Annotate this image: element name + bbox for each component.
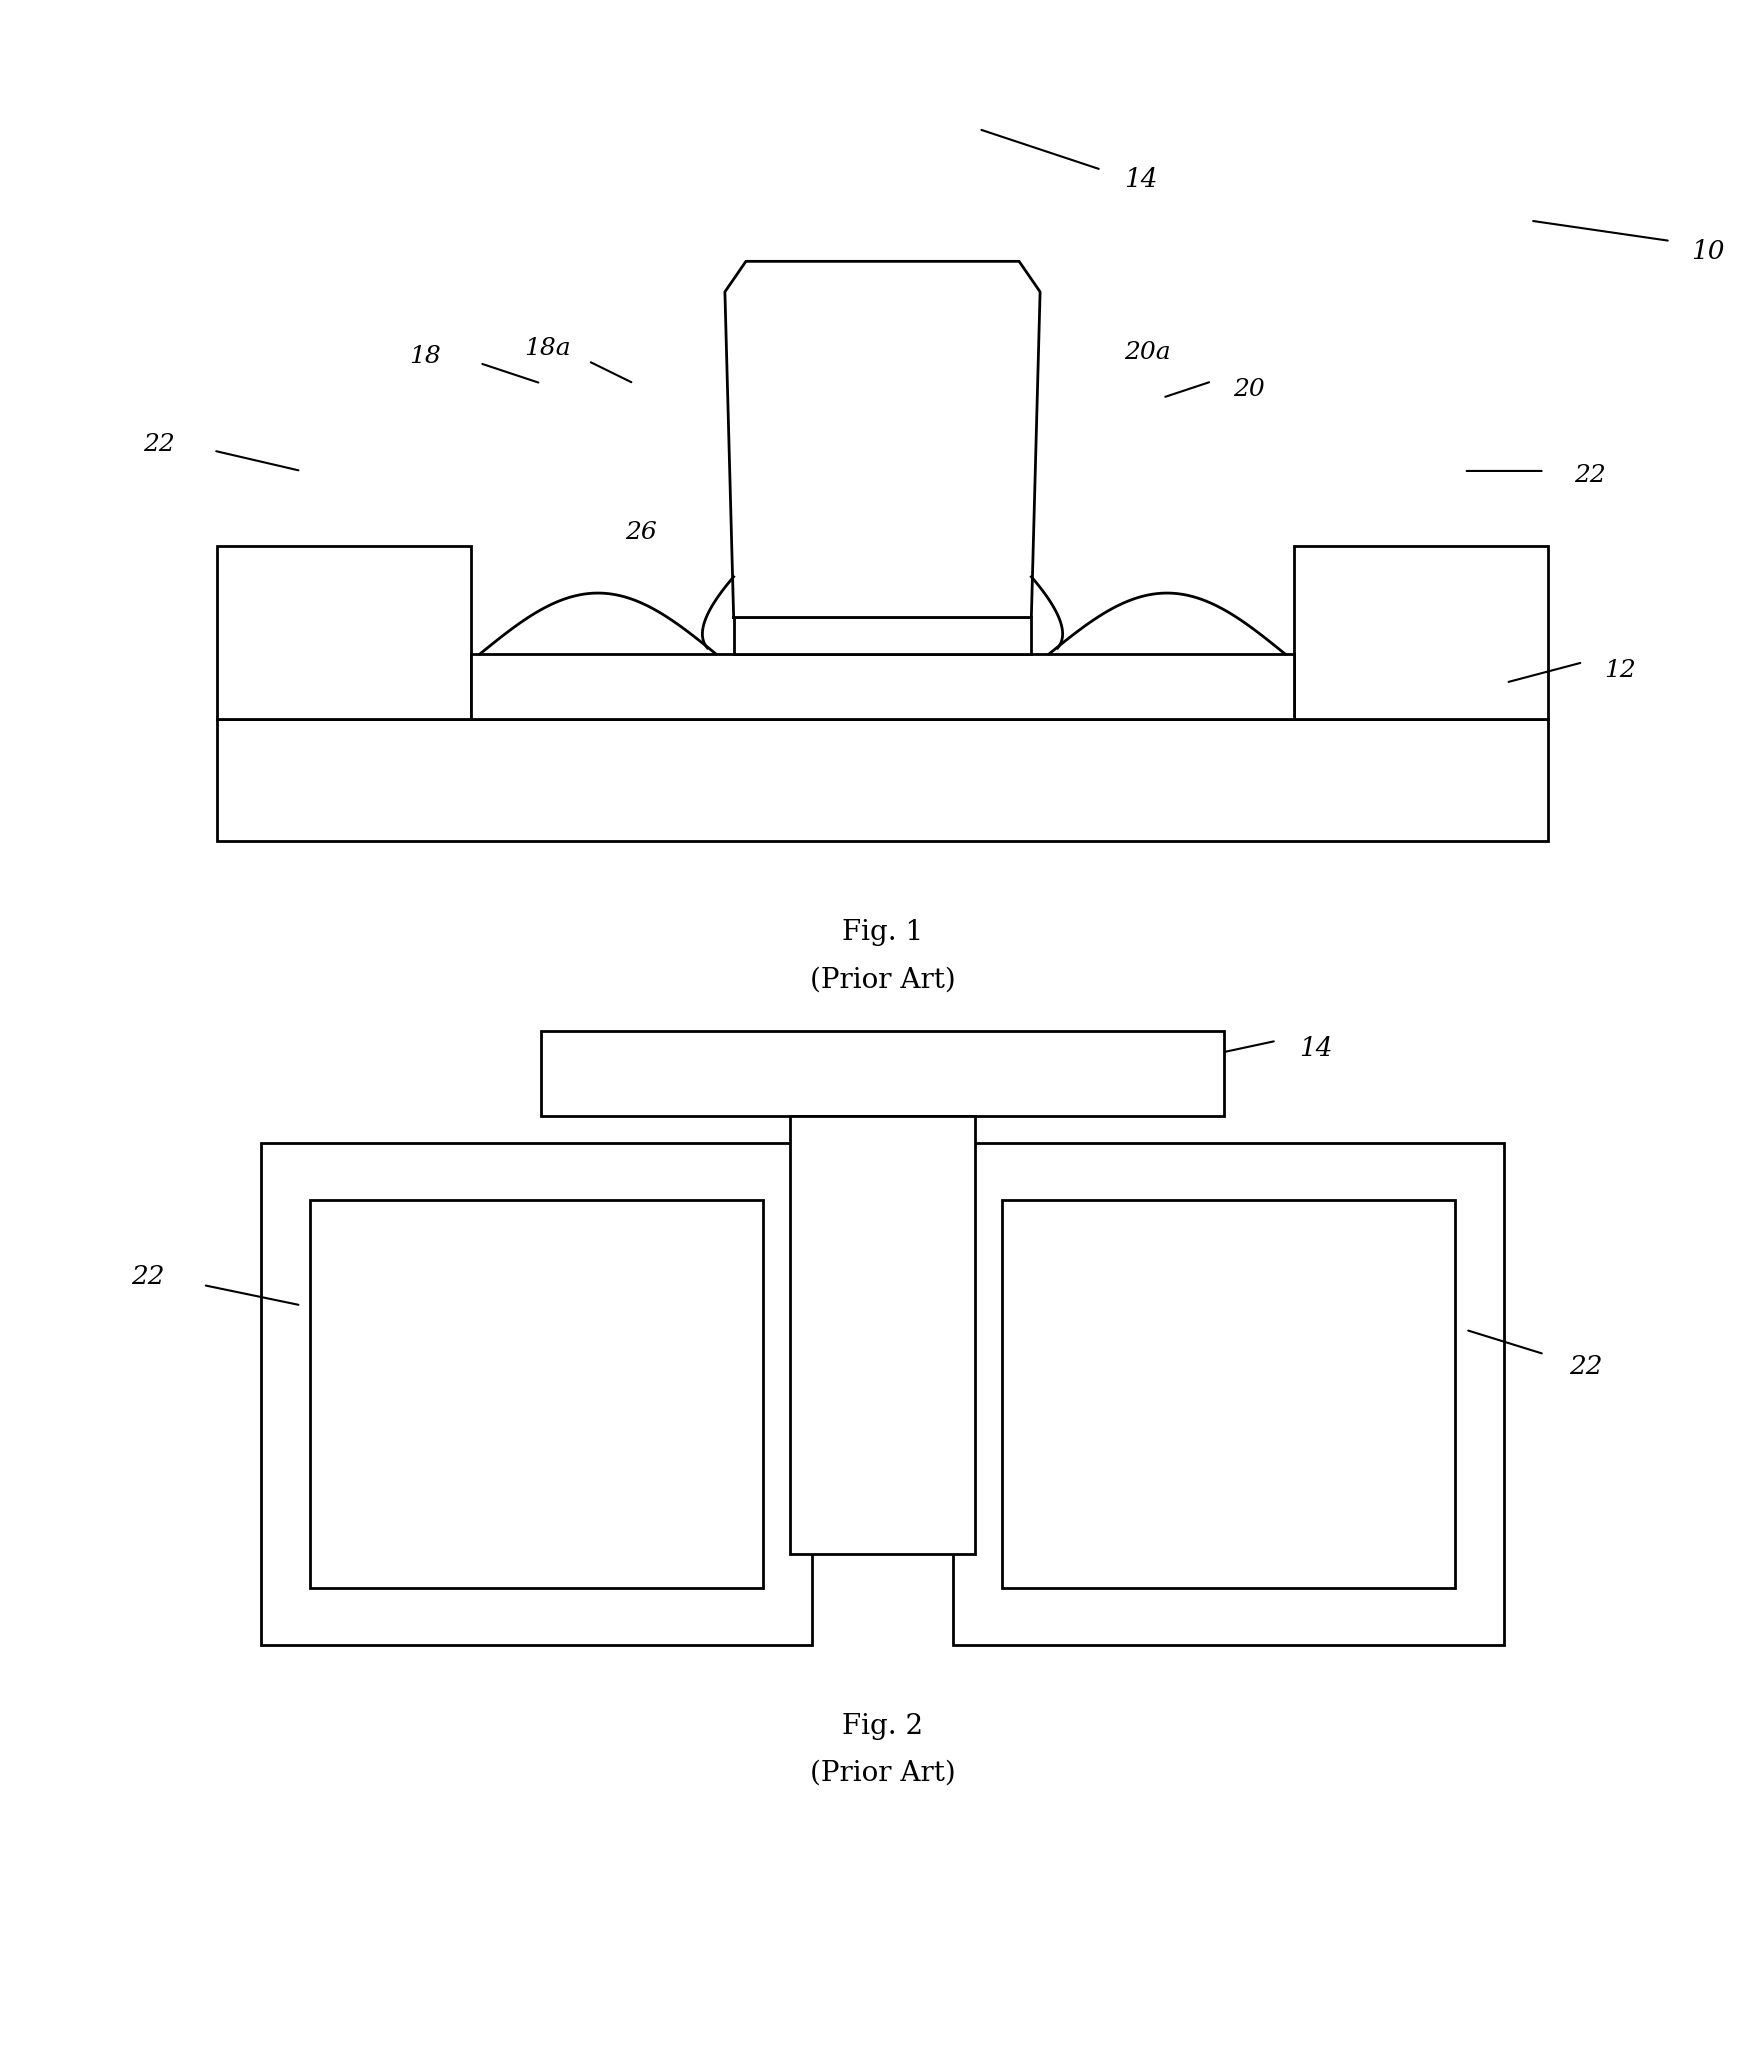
Bar — [953, 1143, 1503, 1645]
Text: 18a: 18a — [524, 338, 570, 361]
Text: Fig. 2: Fig. 2 — [841, 1713, 923, 1740]
Bar — [1000, 1199, 1454, 1588]
Text: 14: 14 — [1298, 1037, 1332, 1061]
Text: └ 24: └ 24 — [847, 553, 901, 576]
Text: 26: 26 — [624, 520, 656, 543]
Text: 16: 16 — [810, 301, 841, 324]
Bar — [789, 1117, 975, 1553]
Text: 18: 18 — [409, 346, 441, 369]
Polygon shape — [725, 262, 1039, 617]
Text: 22: 22 — [1568, 1354, 1602, 1379]
Bar — [734, 617, 1030, 654]
Text: Fig. 1: Fig. 1 — [841, 920, 923, 947]
Bar — [217, 547, 471, 719]
Text: 22: 22 — [131, 1264, 164, 1289]
FancyBboxPatch shape — [217, 719, 1547, 842]
Bar — [310, 1199, 764, 1588]
Text: 22: 22 — [1573, 463, 1605, 486]
Text: 12: 12 — [1603, 660, 1635, 682]
Text: 22: 22 — [143, 432, 175, 457]
Bar — [261, 1143, 811, 1645]
Text: (Prior Art): (Prior Art) — [810, 967, 954, 994]
Text: (Prior Art): (Prior Art) — [810, 1760, 954, 1787]
Text: 20a: 20a — [1124, 342, 1170, 365]
Bar — [1293, 547, 1547, 719]
Bar — [471, 654, 1293, 719]
Text: 10: 10 — [1690, 238, 1723, 264]
Text: 20: 20 — [1231, 379, 1263, 402]
Text: 18: 18 — [494, 1383, 527, 1408]
Text: 20: 20 — [1212, 1383, 1245, 1408]
Text: 14: 14 — [1124, 168, 1157, 193]
Bar — [542, 1031, 1222, 1117]
